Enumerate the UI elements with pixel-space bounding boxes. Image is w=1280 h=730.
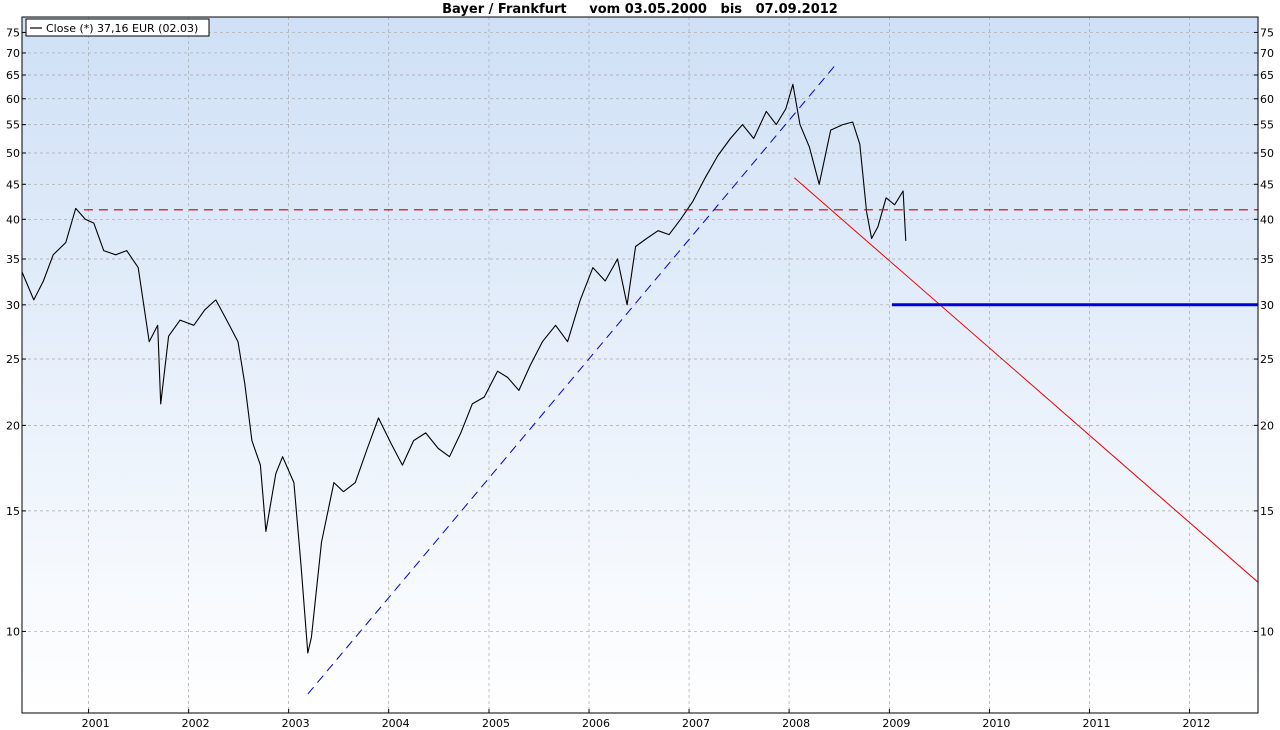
- y-tick-label-right: 10: [1260, 625, 1274, 638]
- y-tick-label-left: 20: [6, 419, 20, 432]
- y-tick-label-left: 75: [6, 26, 20, 39]
- y-tick-label-left: 55: [6, 119, 20, 132]
- y-tick-label-right: 65: [1260, 69, 1274, 82]
- y-tick-label-right: 75: [1260, 26, 1274, 39]
- legend-box: [25, 18, 210, 37]
- y-tick-label-left: 25: [6, 353, 20, 366]
- y-tick-label-left: 65: [6, 69, 20, 82]
- x-tick-label: 2001: [82, 717, 110, 730]
- price-line: [22, 83, 907, 654]
- x-tick-label: 2004: [382, 717, 410, 730]
- y-tick-label-right: 55: [1260, 119, 1274, 132]
- downtrend-line: [793, 177, 1258, 583]
- y-tick-label-right: 70: [1260, 47, 1274, 60]
- grid: [22, 17, 1258, 713]
- x-tick-label: 2002: [182, 717, 210, 730]
- y-tick-label-right: 60: [1260, 93, 1274, 106]
- y-tick-label-right: 50: [1260, 147, 1274, 160]
- y-tick-label-right: 20: [1260, 419, 1274, 432]
- legend: Close (*) 37,16 EUR (02.03): [25, 18, 210, 37]
- x-tick-label: 2005: [482, 717, 510, 730]
- plot-frame: [21, 16, 1259, 714]
- y-tick-label-left: 30: [6, 299, 20, 312]
- axis-ticks: 10 10 15 15 20 20 25 25 30 30 35 35 40 40 45 45 50 50 55 55…: [6, 26, 1274, 730]
- series-group: [22, 65, 1258, 695]
- x-tick-label: 2009: [882, 717, 910, 730]
- y-tick-label-right: 40: [1260, 213, 1274, 226]
- x-tick-label: 2007: [682, 717, 710, 730]
- y-tick-label-right: 45: [1260, 178, 1274, 191]
- x-tick-label: 2011: [1082, 717, 1110, 730]
- x-tick-label: 2008: [782, 717, 810, 730]
- y-tick-label-right: 25: [1260, 353, 1274, 366]
- y-tick-label-left: 15: [6, 505, 20, 518]
- legend-label: Close (*) 37,16 EUR (02.03): [46, 22, 198, 35]
- y-tick-label-left: 40: [6, 213, 20, 226]
- x-tick-label: 2012: [1182, 717, 1210, 730]
- y-tick-label-right: 35: [1260, 253, 1274, 266]
- y-tick-label-right: 15: [1260, 505, 1274, 518]
- y-tick-label-right: 30: [1260, 299, 1274, 312]
- plot-area: [22, 17, 1258, 713]
- y-tick-label-left: 50: [6, 147, 20, 160]
- x-tick-label: 2003: [282, 717, 310, 730]
- uptrend-line: [307, 65, 835, 695]
- y-tick-label-left: 60: [6, 93, 20, 106]
- x-tick-label: 2010: [982, 717, 1010, 730]
- y-tick-label-left: 70: [6, 47, 20, 60]
- y-tick-label-left: 35: [6, 253, 20, 266]
- x-tick-label: 2006: [582, 717, 610, 730]
- y-tick-label-left: 10: [6, 625, 20, 638]
- y-tick-label-left: 45: [6, 178, 20, 191]
- chart-title: Bayer / Frankfurt vom 03.05.2000 bis 07.…: [442, 2, 838, 17]
